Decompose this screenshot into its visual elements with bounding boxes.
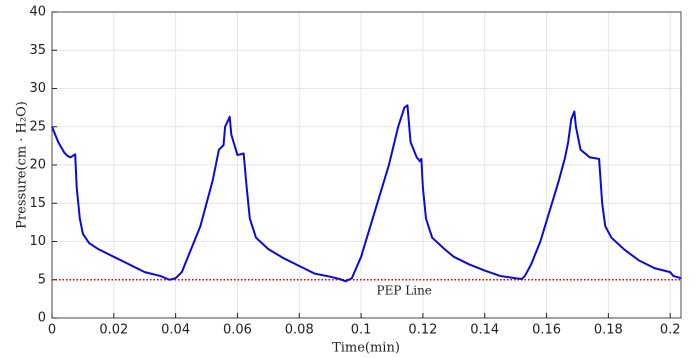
x-tick-label: 0.12 — [408, 323, 437, 338]
plot-frame — [51, 11, 682, 319]
y-axis-label: Pressure(cm · H₂O) — [15, 101, 30, 229]
reference-label: PEP Line — [377, 283, 432, 297]
y-tick-label: 30 — [29, 81, 46, 96]
x-tick-label: 0.14 — [470, 323, 499, 338]
x-tick-label: 0.06 — [223, 323, 252, 338]
x-axis-label: Time(min) — [332, 341, 400, 356]
y-tick-label: 0 — [38, 311, 46, 326]
y-tick-label: 5 — [38, 272, 46, 287]
x-tick-label: 0.18 — [594, 323, 623, 338]
line-series — [51, 104, 682, 283]
x-tick-label: 0.04 — [161, 323, 190, 338]
y-tick-label: 25 — [29, 119, 46, 134]
x-tick-label: 0.08 — [285, 323, 314, 338]
x-tick-label: 0.1 — [351, 323, 372, 338]
y-tick-label: 35 — [29, 43, 46, 58]
x-tick-label: 0.2 — [660, 323, 681, 338]
x-tick-label: 0.16 — [532, 323, 561, 338]
x-tick-label: 0.02 — [99, 323, 128, 338]
y-tick-label: 10 — [29, 234, 46, 249]
x-tick-label: 0 — [48, 323, 56, 338]
y-tick-label: 15 — [29, 196, 46, 211]
y-tick-label: 20 — [29, 158, 46, 173]
y-tick-label: 40 — [29, 5, 46, 20]
